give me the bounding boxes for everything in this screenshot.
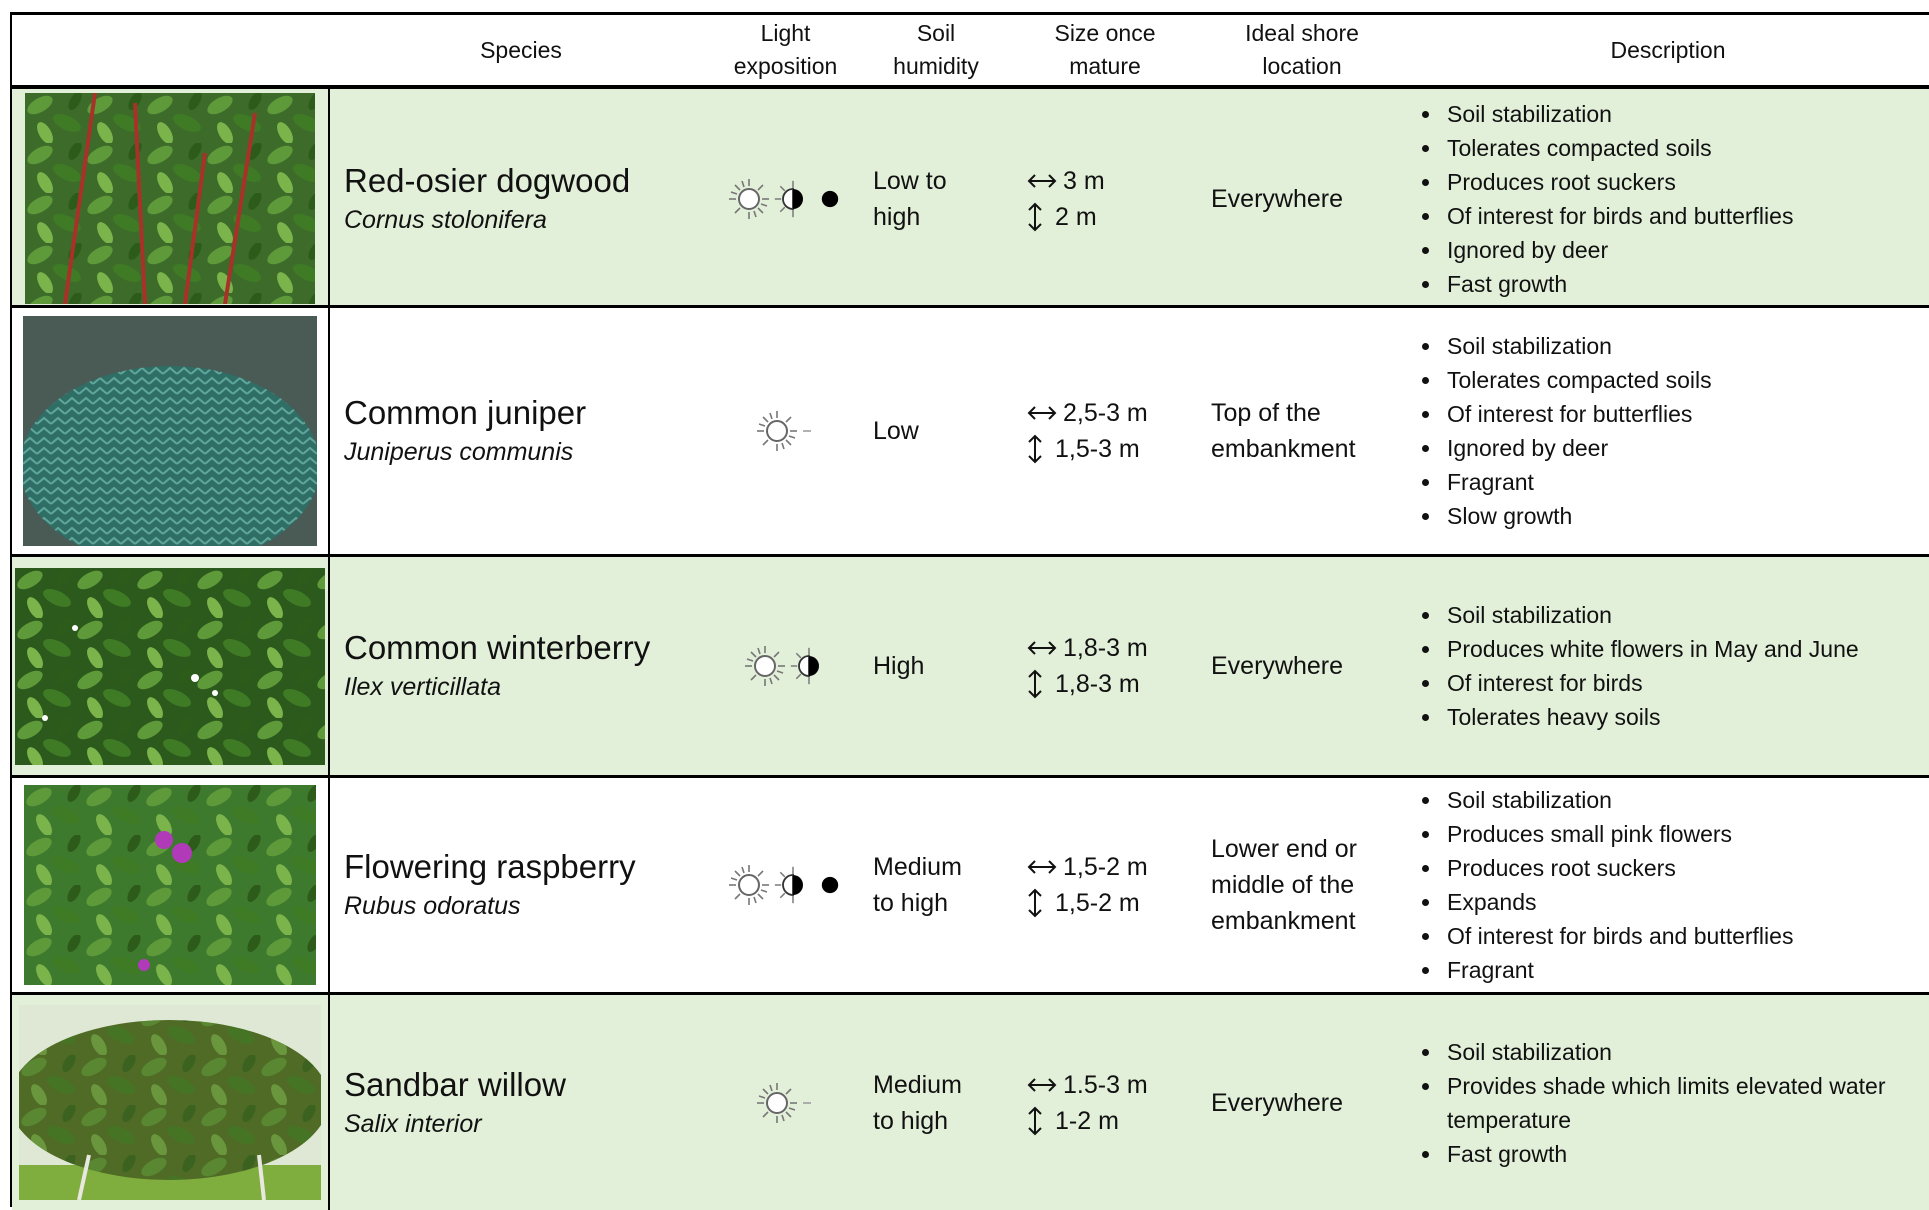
height: 1,8-3 m (1055, 670, 1140, 698)
common-name: Sandbar willow (344, 1065, 566, 1103)
latin-name: Ilex verticillata (344, 673, 501, 701)
location: Everywhere (1211, 652, 1343, 680)
plant-row: Sandbar willow Salix interior Medium to h… (12, 995, 1929, 1210)
location: Everywhere (1211, 1088, 1343, 1117)
location: Top of the embankment (1211, 399, 1356, 463)
description-item: Soil stabilization (1443, 329, 1712, 363)
width: 3 m (1063, 166, 1105, 195)
header: Soil humidity (893, 20, 979, 79)
plant-photo (15, 567, 325, 765)
description-item: Produces small pink flowers (1443, 817, 1793, 851)
common-name: Red-osier dogwood (344, 161, 631, 199)
height: 2 m (1055, 202, 1097, 231)
description-item: Fast growth (1443, 1137, 1923, 1171)
plant-row: Red-osier dogwood Cornus stolonifera Low … (12, 89, 1929, 308)
header: Description (1610, 36, 1726, 63)
common-name: Flowering raspberry (344, 848, 636, 885)
description-item: Produces root suckers (1443, 851, 1793, 885)
description-item: Soil stabilization (1443, 598, 1859, 632)
soil-humidity: Medium to high (873, 853, 962, 917)
location: Everywhere (1211, 184, 1343, 213)
description-item: Soil stabilization (1443, 1035, 1923, 1069)
height: 1,5-3 m (1055, 435, 1140, 463)
plant-photo (23, 316, 317, 546)
description-item: Produces root suckers (1443, 165, 1793, 199)
plant-photo (24, 785, 316, 985)
soil-humidity: High (873, 652, 925, 680)
header: Species (480, 36, 562, 63)
description-item: Fragrant (1443, 953, 1793, 987)
width: 1.5-3 m (1063, 1070, 1148, 1099)
width: 2,5-3 m (1063, 399, 1148, 427)
description-item: Tolerates heavy soils (1443, 700, 1859, 734)
description-item: Fragrant (1443, 465, 1712, 499)
soil-humidity: Low to high (873, 166, 947, 231)
description-item: Of interest for birds (1443, 666, 1859, 700)
latin-name: Cornus stolonifera (344, 205, 547, 234)
description-item: Ignored by deer (1443, 233, 1793, 267)
header: Size once mature (1054, 20, 1156, 79)
description-item: Produces white flowers in May and June (1443, 632, 1859, 666)
description: Soil stabilizationProduces white flowers… (1407, 598, 1859, 734)
description: Soil stabilizationTolerates compacted so… (1407, 329, 1712, 533)
description-item: Tolerates compacted soils (1443, 131, 1793, 165)
description: Soil stabilizationProvides shade which l… (1407, 1035, 1923, 1171)
description-item: Of interest for butterflies (1443, 397, 1712, 431)
width: 1,8-3 m (1063, 634, 1148, 662)
light-icons (712, 995, 859, 1210)
description-item: Expands (1443, 885, 1793, 919)
light-icons (712, 778, 859, 992)
plant-table: Species Light exposition Soil humidity S… (10, 12, 1929, 1210)
description-item: Tolerates compacted soils (1443, 363, 1712, 397)
soil-humidity: Medium to high (873, 1070, 962, 1135)
description-item: Soil stabilization (1443, 783, 1793, 817)
header-row: Species Light exposition Soil humidity S… (12, 15, 1929, 89)
description-item: Of interest for birds and butterflies (1443, 919, 1793, 953)
latin-name: Rubus odoratus (344, 892, 521, 920)
description-item: Provides shade which limits elevated wat… (1443, 1069, 1923, 1137)
common-name: Common juniper (344, 394, 587, 431)
location: Lower end or middle of the embankment (1211, 835, 1357, 935)
header: Light exposition (733, 20, 838, 79)
header: Ideal shore location (1245, 20, 1359, 79)
description: Soil stabilizationTolerates compacted so… (1407, 97, 1793, 301)
width: 1,5-2 m (1063, 853, 1148, 881)
description: Soil stabilizationProduces small pink fl… (1407, 783, 1793, 987)
soil-humidity: Low (873, 417, 919, 445)
latin-name: Juniperus communis (344, 438, 574, 466)
description-item: Fast growth (1443, 267, 1793, 301)
height: 1-2 m (1055, 1106, 1119, 1135)
plant-photo (25, 93, 315, 304)
light-icons (712, 89, 859, 308)
height: 1,5-2 m (1055, 889, 1140, 917)
plant-row: Common juniper Juniperus communis Low 2,5… (12, 308, 1929, 557)
light-icons (712, 308, 859, 554)
common-name: Common winterberry (344, 629, 651, 666)
description-item: Of interest for birds and butterflies (1443, 199, 1793, 233)
plant-photo (19, 1005, 321, 1200)
latin-name: Salix interior (344, 1109, 482, 1138)
description-item: Ignored by deer (1443, 431, 1712, 465)
description-item: Soil stabilization (1443, 97, 1793, 131)
description-item: Slow growth (1443, 499, 1712, 533)
light-icons (712, 557, 859, 775)
plant-row: Flowering raspberry Rubus odoratus Medium… (12, 778, 1929, 995)
plant-row: Common winterberry Ilex verticillata High… (12, 557, 1929, 778)
